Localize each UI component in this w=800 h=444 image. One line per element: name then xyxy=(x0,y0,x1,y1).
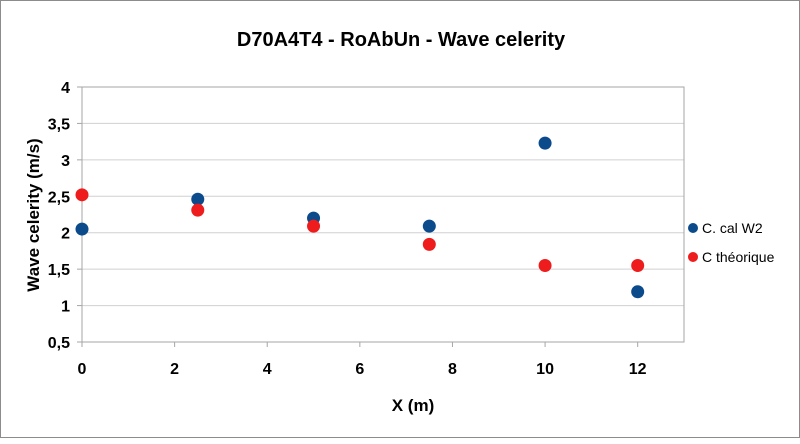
y-tick-label: 2 xyxy=(61,226,70,243)
grid-lines xyxy=(82,86,684,343)
point-series-1 xyxy=(191,192,205,206)
chart-title: D70A4T4 - RoAbUn - Wave celerity xyxy=(237,29,566,51)
point-series-2 xyxy=(75,188,89,202)
x-axis-label: X (m) xyxy=(392,396,435,415)
x-tick-label: 0 xyxy=(78,361,87,378)
x-tick-label: 6 xyxy=(355,361,364,378)
y-tick-label: 3,5 xyxy=(48,116,70,133)
point-series-2 xyxy=(631,259,645,272)
legend-marker-1 xyxy=(688,223,698,233)
point-series-2 xyxy=(538,259,552,272)
y-tick-label: 3 xyxy=(61,153,70,170)
point-series-2 xyxy=(307,219,321,233)
y-tick-label: 4 xyxy=(61,80,70,97)
point-series-1 xyxy=(422,219,436,233)
point-series-1 xyxy=(631,285,645,299)
x-tick-label: 8 xyxy=(448,361,457,378)
x-tick-label: 12 xyxy=(629,361,647,378)
y-tick-label: 2,5 xyxy=(48,189,70,206)
legend-label-1: C. cal W2 xyxy=(702,220,763,236)
y-tick-label: 1,5 xyxy=(48,262,70,279)
x-tick-label: 2 xyxy=(170,361,179,378)
legend: C. cal W2 C théorique xyxy=(688,220,775,265)
point-series-1 xyxy=(538,136,552,150)
x-axis: 0 2 4 6 8 10 12 xyxy=(78,342,647,378)
plot-area xyxy=(81,86,685,343)
point-series-1 xyxy=(75,222,89,236)
point-series-2 xyxy=(191,203,205,217)
x-tick-label: 10 xyxy=(536,361,554,378)
legend-marker-2 xyxy=(688,252,698,262)
y-tick-label: 1 xyxy=(61,299,70,316)
data-points xyxy=(75,136,645,299)
point-series-2 xyxy=(422,237,436,251)
x-tick-label: 4 xyxy=(263,361,272,378)
legend-label-2: C théorique xyxy=(702,249,775,265)
y-axis: 0,5 1 1,5 2 2,5 3 3,5 4 xyxy=(48,80,82,352)
y-axis-label: Wave celerity (m/s) xyxy=(24,138,43,291)
y-tick-label: 0,5 xyxy=(48,335,70,352)
